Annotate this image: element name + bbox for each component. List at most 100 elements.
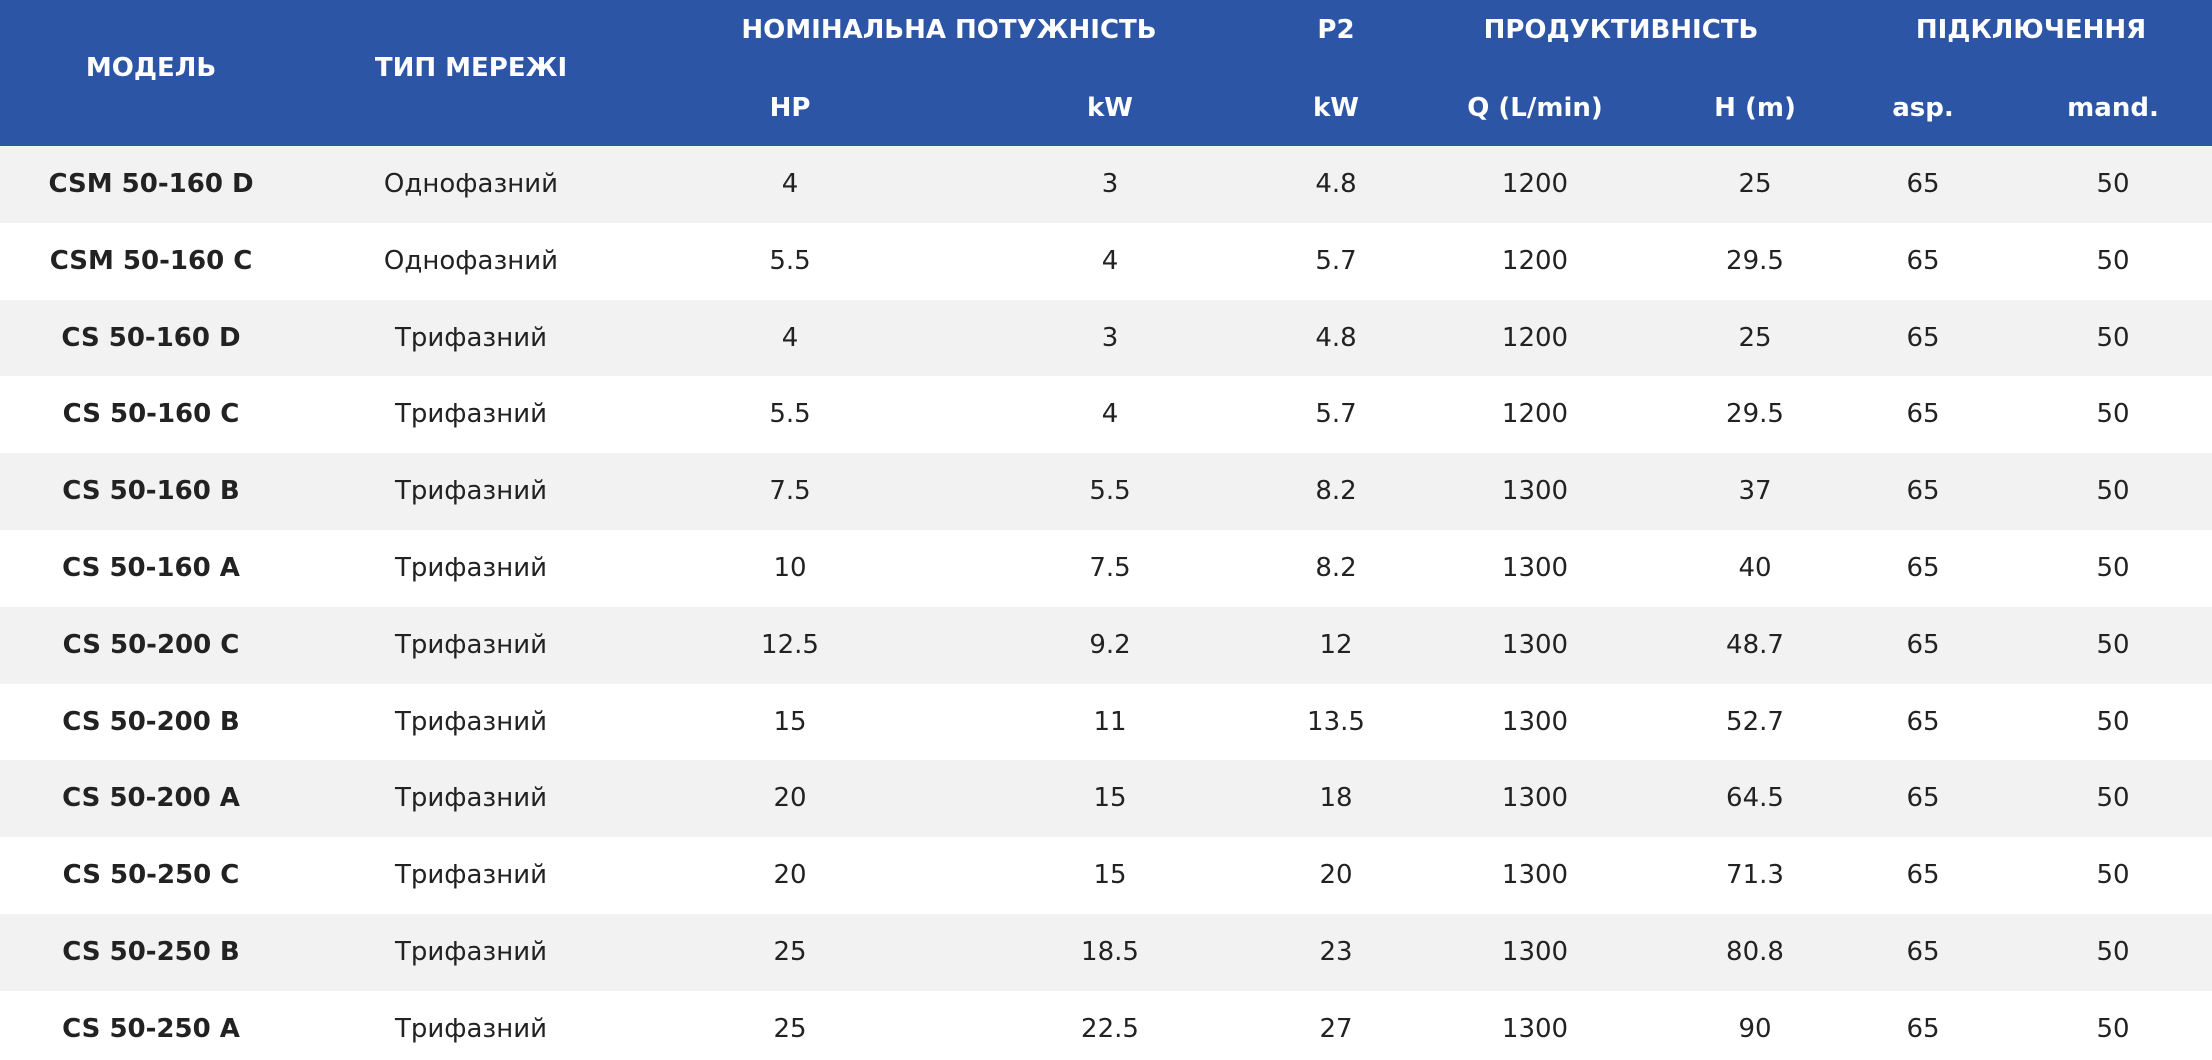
- table-cell: 23: [1319, 937, 1353, 967]
- table-cell: 1300: [1501, 860, 1569, 891]
- table-cell: 25: [1738, 169, 1772, 199]
- table-row: CSM 50-160 D Однофазний 4 3 4.8 1200 25 65 50: [0, 146, 2212, 223]
- header-group: МОДЕЛЬ: [85, 53, 217, 83]
- table-cell: CS 50-200 A: [62, 783, 240, 814]
- table-cell: 64.5: [1726, 783, 1784, 814]
- table-row: CS 50-250 A Трифазний 25 22.5 27 1300 90 65 50: [0, 990, 2212, 1060]
- table-cell: 90: [1738, 1013, 1772, 1044]
- table-cell: 15: [1093, 860, 1127, 891]
- table-cell: 3: [1101, 322, 1119, 353]
- table-cell: 1300: [1501, 553, 1569, 583]
- table-cell: CS 50-160 B: [62, 476, 240, 507]
- table-cell: 8.2: [1315, 553, 1357, 583]
- table-cell: 65: [1906, 783, 1940, 814]
- table-cell: CS 50-200 C: [62, 629, 240, 660]
- table-cell: 50: [2096, 476, 2130, 507]
- table-cell: 37: [1738, 476, 1772, 507]
- header-group: ПРОДУКТИВНІСТЬ: [1483, 15, 1759, 45]
- table-cell: 11: [1093, 706, 1127, 737]
- table-cell: 65: [1906, 476, 1940, 507]
- table-cell: CS 50-160 D: [61, 322, 241, 353]
- table-row: CS 50-250 C Трифазний 20 15 20 1300 71.3 65 50: [0, 837, 2212, 915]
- table-cell: 65: [1906, 1013, 1940, 1044]
- table-cell: Трифазний: [394, 629, 548, 660]
- table-cell: 1300: [1501, 706, 1569, 737]
- table-cell: Однофазний: [383, 169, 559, 199]
- table-cell: 10: [773, 553, 807, 583]
- header-group: ПІДКЛЮЧЕННЯ: [1915, 15, 2147, 45]
- header-sub: kW: [1087, 93, 1133, 123]
- table-cell: 12: [1319, 629, 1353, 660]
- table-cell: 40: [1738, 553, 1772, 583]
- table-cell: CSM 50-160 C: [49, 245, 253, 276]
- table-cell: 50: [2096, 169, 2130, 199]
- table-cell: 4: [1101, 245, 1119, 276]
- table-row: CS 50-200 B Трифазний 15 11 13.5 1300 52.7 65 50: [0, 683, 2212, 761]
- table-cell: 65: [1906, 245, 1940, 276]
- table-cell: 5.5: [769, 399, 811, 430]
- table-row: CS 50-200 C Трифазний 12.5 9.2 12 1300 48.7 65 5…: [0, 606, 2212, 684]
- table-cell: Трифазний: [394, 322, 548, 353]
- table-cell: 50: [2096, 245, 2130, 276]
- table-cell: 4.8: [1315, 169, 1357, 199]
- table-cell: 5.7: [1315, 245, 1357, 276]
- table-cell: 50: [2096, 629, 2130, 660]
- table-cell: 1300: [1501, 1013, 1569, 1044]
- header-group: P2: [1317, 15, 1355, 45]
- table-cell: Трифазний: [394, 1013, 548, 1044]
- table-row: CS 50-160 D Трифазний 4 3 4.8 1200 25 65 50: [0, 299, 2212, 377]
- table-cell: 48.7: [1726, 629, 1784, 660]
- table-cell: 20: [773, 860, 807, 891]
- table-cell: 52.7: [1726, 706, 1784, 737]
- table-cell: Однофазний: [383, 245, 559, 276]
- table-cell: 5.5: [769, 245, 811, 276]
- table-cell: 9.2: [1089, 629, 1131, 660]
- table-cell: CS 50-250 B: [62, 937, 240, 967]
- table-cell: Трифазний: [394, 476, 548, 507]
- table-cell: 65: [1906, 860, 1940, 891]
- table-cell: Трифазний: [394, 860, 548, 891]
- table-cell: 8.2: [1315, 476, 1357, 507]
- header-sub: H (m): [1714, 93, 1796, 123]
- table-cell: 50: [2096, 706, 2130, 737]
- table-cell: 4.8: [1315, 322, 1357, 353]
- table-cell: 7.5: [1089, 553, 1131, 583]
- table-cell: 25: [773, 1013, 807, 1044]
- table-cell: 18.5: [1081, 937, 1139, 967]
- table-cell: CS 50-160 C: [62, 399, 240, 430]
- table-cell: 29.5: [1726, 399, 1784, 430]
- table-cell: 13.5: [1307, 706, 1365, 737]
- table-cell: 5.7: [1315, 399, 1357, 430]
- table-cell: Трифазний: [394, 783, 548, 814]
- table-cell: 7.5: [769, 476, 811, 507]
- table-cell: Трифазний: [394, 399, 548, 430]
- table-row: CS 50-160 B Трифазний 7.5 5.5 8.2 1300 37 65 50: [0, 453, 2212, 531]
- table-cell: 4: [781, 322, 799, 353]
- header-sub: kW: [1313, 93, 1359, 123]
- table-cell: 65: [1906, 937, 1940, 967]
- table-cell: 1300: [1501, 783, 1569, 814]
- header-group: ТИП МЕРЕЖІ: [374, 53, 568, 83]
- table-cell: 22.5: [1081, 1013, 1139, 1044]
- table-cell: CSM 50-160 D: [48, 169, 254, 199]
- table-cell: CS 50-160 A: [62, 553, 240, 583]
- table-row: CS 50-250 B Трифазний 25 18.5 23 1300 80.8 65 50: [0, 914, 2212, 991]
- table-cell: Трифазний: [394, 937, 548, 967]
- table-cell: 1300: [1501, 937, 1569, 967]
- table-cell: 1300: [1501, 629, 1569, 660]
- header-sub: HP: [769, 93, 811, 123]
- table-cell: 15: [1093, 783, 1127, 814]
- table-cell: 50: [2096, 783, 2130, 814]
- table-row: CSM 50-160 C Однофазний 5.5 4 5.7 1200 29.5 65 5…: [0, 222, 2212, 300]
- table-cell: CS 50-250 C: [62, 860, 240, 891]
- table-row: CS 50-200 A Трифазний 20 15 18 1300 64.5 65 50: [0, 760, 2212, 838]
- table-cell: 20: [1319, 860, 1353, 891]
- header-sub: Q (L/min): [1467, 93, 1603, 123]
- table-cell: CS 50-200 B: [62, 706, 240, 737]
- table-cell: 50: [2096, 1013, 2130, 1044]
- table-cell: 4: [781, 169, 799, 199]
- table-cell: 65: [1906, 553, 1940, 583]
- table-cell: 20: [773, 783, 807, 814]
- table-cell: Трифазний: [394, 706, 548, 737]
